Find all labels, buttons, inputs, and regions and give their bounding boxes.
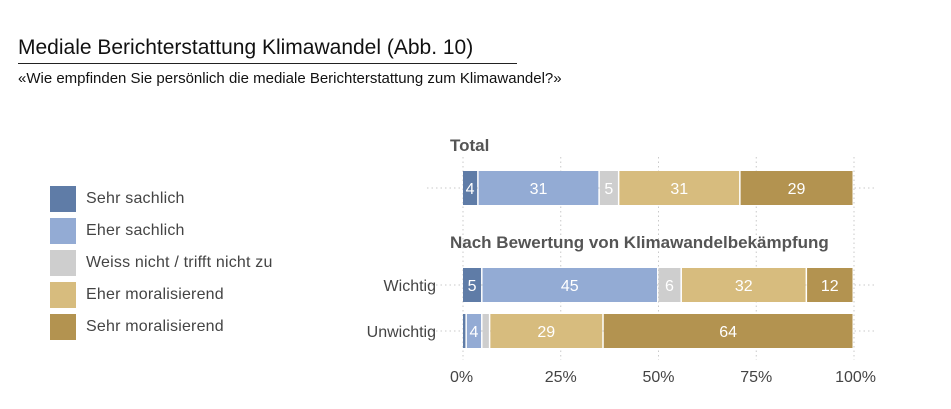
bar-value-label: 29	[537, 324, 555, 341]
legend-swatch	[50, 218, 76, 244]
group-heading: Nach Bewertung von Klimawandelbekämpfung	[450, 233, 829, 252]
x-tick-label: 0%	[450, 369, 473, 386]
bar-segment	[463, 314, 466, 348]
bar-value-label: 29	[788, 181, 806, 198]
x-tick-label: 25%	[545, 369, 577, 386]
legend-label: Sehr sachlich	[86, 190, 185, 207]
bar-segment	[482, 314, 489, 348]
legend-item-eher-moralisierend: Eher moralisierend	[50, 279, 273, 311]
bar-value-label: 5	[604, 181, 613, 198]
legend-label: Sehr moralisierend	[86, 318, 224, 335]
chart-subtitle: «Wie empfinden Sie persönlich die medial…	[18, 70, 562, 87]
legend-item-weiss-nicht: Weiss nicht / trifft nicht zu	[50, 247, 273, 279]
row-label: Wichtig	[384, 278, 436, 295]
bar-value-label: 12	[821, 278, 839, 295]
bar-segment	[599, 171, 618, 205]
bar-segment	[466, 314, 482, 348]
title-underline	[18, 63, 517, 64]
bar-segment	[681, 268, 806, 302]
bar-value-label: 45	[561, 278, 579, 295]
bar-segment	[463, 268, 482, 302]
legend: Sehr sachlich Eher sachlich Weiss nicht …	[50, 183, 273, 343]
legend-item-sehr-sachlich: Sehr sachlich	[50, 183, 273, 215]
legend-item-eher-sachlich: Eher sachlich	[50, 215, 273, 247]
legend-label: Eher moralisierend	[86, 286, 224, 303]
bar-segment	[619, 171, 740, 205]
x-tick-label: 100%	[835, 369, 876, 386]
legend-label: Eher sachlich	[86, 222, 185, 239]
bar-segment	[482, 268, 657, 302]
bar-segment	[463, 171, 478, 205]
bar-value-label: 32	[735, 278, 753, 295]
bar-segment	[807, 268, 853, 302]
legend-item-sehr-moralisierend: Sehr moralisierend	[50, 311, 273, 343]
bar-value-label: 64	[719, 324, 737, 341]
bar-segment	[740, 171, 853, 205]
bar-value-label: 31	[670, 181, 688, 198]
legend-swatch	[50, 186, 76, 212]
legend-swatch	[50, 250, 76, 276]
bar-value-label: 4	[466, 181, 475, 198]
legend-label: Weiss nicht / trifft nicht zu	[86, 254, 273, 271]
bar-segment	[478, 171, 599, 205]
bar-value-label: 4	[470, 324, 479, 341]
bar-segment	[658, 268, 681, 302]
bar-segment	[490, 314, 603, 348]
chart-title: Mediale Berichterstattung Klimawandel (A…	[18, 36, 474, 59]
group-heading: Total	[450, 136, 489, 155]
bar-value-label: 6	[665, 278, 674, 295]
legend-swatch	[50, 314, 76, 340]
bar-value-label: 31	[530, 181, 548, 198]
legend-swatch	[50, 282, 76, 308]
row-label: Unwichtig	[367, 324, 436, 341]
bar-segment	[603, 314, 853, 348]
x-tick-label: 50%	[642, 369, 674, 386]
bar-value-label: 5	[468, 278, 477, 295]
x-tick-label: 75%	[740, 369, 772, 386]
